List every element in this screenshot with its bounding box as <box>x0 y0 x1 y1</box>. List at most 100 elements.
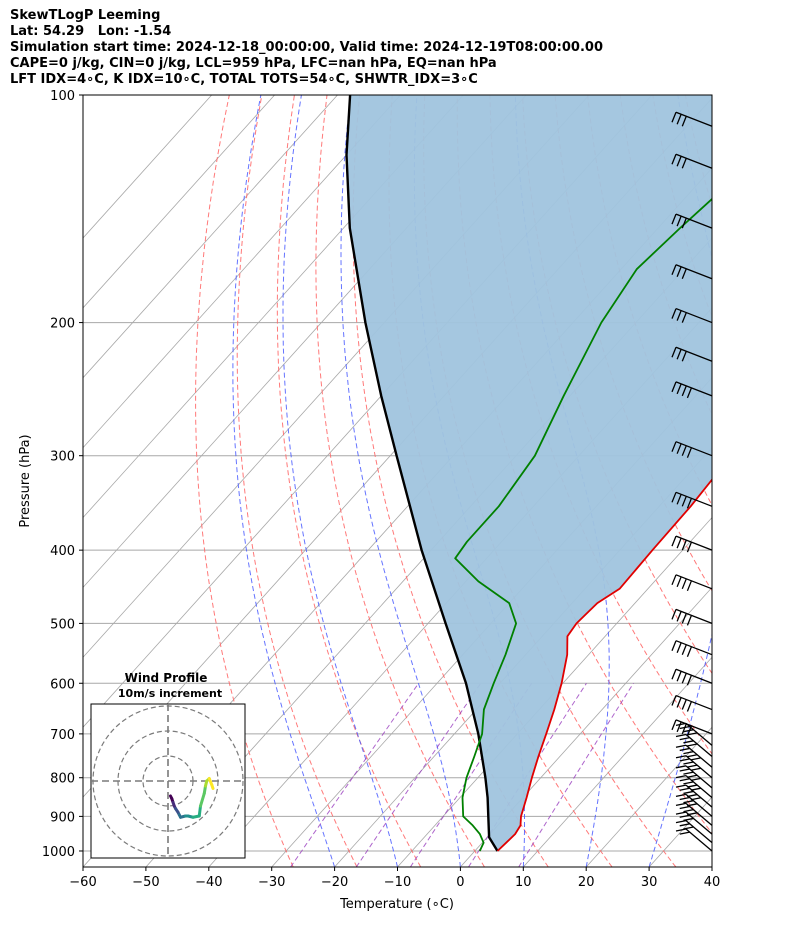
barb-staff <box>685 793 713 817</box>
wind-barb <box>671 719 713 737</box>
barb-flag <box>671 154 677 165</box>
barb-flag <box>675 744 687 748</box>
barb-flag <box>681 578 687 590</box>
plot-area <box>83 95 794 867</box>
barb-flag <box>676 494 682 505</box>
mixing-ratio-line <box>518 683 634 867</box>
barb-flag <box>679 796 690 801</box>
temperature-profile-line <box>496 478 712 852</box>
y-tick-label: 900 <box>50 810 75 825</box>
wind-barb <box>671 694 713 712</box>
moist-adiabat <box>232 95 336 867</box>
wind-barb <box>675 784 713 808</box>
barb-flag <box>687 743 698 747</box>
barb-flag <box>681 723 687 735</box>
barb-staff <box>685 828 713 852</box>
barb-staff <box>675 111 713 127</box>
wind-barb <box>675 820 713 844</box>
dry-adiabat <box>352 95 549 867</box>
barb-flag <box>686 447 693 458</box>
x-tick-label: −10 <box>384 875 411 890</box>
barb-flag <box>676 671 682 682</box>
wind-barb <box>675 793 713 817</box>
barb-flag <box>676 697 682 708</box>
hodograph-trace <box>210 783 215 790</box>
barb-flag <box>671 535 677 547</box>
barb-flag <box>676 215 682 227</box>
barb-flag <box>676 266 682 277</box>
barb-flag <box>681 268 687 279</box>
barb-flag <box>681 539 687 551</box>
barb-flag <box>675 820 687 824</box>
barb-flag <box>687 812 698 816</box>
barb-staff <box>675 441 713 457</box>
x-tick-label: 40 <box>704 875 721 890</box>
barb-staff <box>675 153 713 169</box>
wind-barb <box>671 608 713 626</box>
chart-title: SkewTLogP Leeming <box>10 8 161 23</box>
barb-flag <box>675 765 687 769</box>
wind-barb <box>671 346 713 362</box>
barb-flag <box>675 784 687 788</box>
barb-flag <box>671 441 677 452</box>
wind-barb <box>675 765 713 789</box>
barb-staff <box>685 811 713 835</box>
barb-flag <box>686 580 693 592</box>
barb-flag <box>681 673 687 684</box>
barb-flag <box>690 777 701 782</box>
x-tick-label: −60 <box>69 875 96 890</box>
wind-barb <box>675 755 713 779</box>
barb-flag <box>687 803 698 807</box>
chart-header: SkewTLogP Leeming Lat: 54.29 Lon: -1.54 … <box>10 8 603 88</box>
hodograph-plot <box>91 704 245 858</box>
barb-flag <box>686 498 693 509</box>
barb-flag <box>671 669 677 680</box>
wind-barb <box>671 111 713 127</box>
barb-flag <box>683 729 694 733</box>
barb-flag <box>687 793 698 798</box>
barb-staff <box>685 784 713 808</box>
wind-barb <box>671 640 713 657</box>
barb-flag <box>676 349 682 360</box>
wind-barb <box>671 213 713 229</box>
barb-flag <box>676 611 682 622</box>
isotherm <box>585 726 712 867</box>
barb-flag <box>681 351 687 362</box>
y-tick-label: 200 <box>50 317 75 332</box>
barb-flag <box>681 445 687 456</box>
y-tick-label: 700 <box>50 728 75 743</box>
barb-flag <box>676 443 682 454</box>
barb-flag <box>675 733 687 738</box>
times-line: Simulation start time: 2024-12-18_00:00:… <box>10 40 603 55</box>
hodograph-trace <box>199 792 206 808</box>
wind-barb <box>671 264 713 280</box>
barb-flag <box>683 781 694 785</box>
barb-flag <box>683 740 694 744</box>
y-axis-label: Pressure (hPa) <box>18 434 33 527</box>
barb-flag <box>681 116 687 127</box>
barb-flag <box>671 213 677 225</box>
barb-staff <box>685 734 713 758</box>
barb-staff <box>675 640 713 656</box>
dewpoint-profile-line <box>454 197 712 852</box>
moist-adiabat <box>711 865 712 867</box>
barb-staff <box>675 213 713 229</box>
barb-flag <box>690 797 701 801</box>
barb-flag <box>686 615 693 626</box>
barb-flag <box>671 609 677 620</box>
barb-staff <box>675 264 713 280</box>
barb-flag <box>675 793 687 798</box>
barb-flag <box>690 767 701 771</box>
barb-staff <box>685 755 713 779</box>
barb-flag <box>671 719 677 731</box>
barb-staff <box>685 744 713 768</box>
mixing-ratio-line <box>355 683 482 867</box>
barb-flag <box>679 805 690 810</box>
isotherm <box>83 95 275 309</box>
dry-adiabat <box>718 95 794 867</box>
y-tick-label: 300 <box>50 450 75 465</box>
barb-flag <box>681 158 687 169</box>
barb-staff <box>675 535 713 551</box>
y-tick-label: 800 <box>50 772 75 787</box>
barb-staff <box>675 574 713 590</box>
